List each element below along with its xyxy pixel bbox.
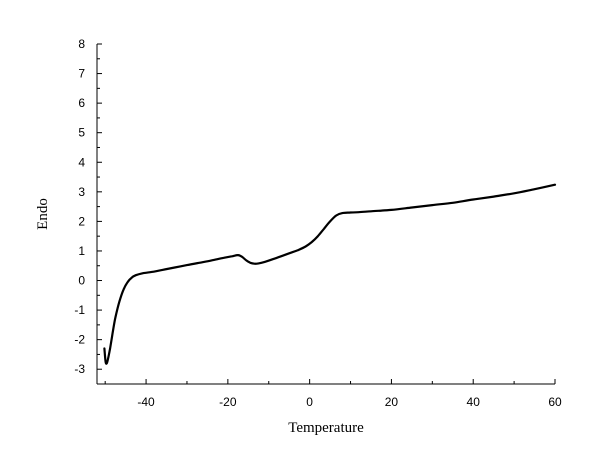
- y-tick-label: 6: [78, 96, 85, 110]
- y-tick-label: 8: [78, 37, 85, 51]
- y-tick-label: -2: [74, 333, 85, 347]
- x-tick-label: -20: [219, 395, 237, 409]
- series-line: [103, 183, 557, 365]
- x-tick-label: -40: [137, 395, 155, 409]
- series-layer: [103, 183, 557, 365]
- y-axis-title: Endo: [35, 198, 51, 230]
- y-tick-label: 0: [78, 274, 85, 288]
- y-tick-label: 7: [78, 67, 85, 81]
- y-tick-label: 1: [78, 244, 85, 258]
- y-tick-label: 5: [78, 126, 85, 140]
- y-tick-label: -1: [74, 303, 85, 317]
- x-axis: -40 -20 0 20 40 60: [97, 379, 562, 409]
- x-tick-label: 40: [467, 395, 481, 409]
- x-tick-label: 20: [385, 395, 399, 409]
- x-axis-title: Temperature: [288, 420, 364, 436]
- y-tick-label: 2: [78, 214, 85, 228]
- y-axis: -3 -2 -1 0 1 2 3 4 5 6 7 8: [74, 37, 102, 385]
- y-tick-label: 3: [78, 185, 85, 199]
- x-tick-label: 60: [548, 395, 562, 409]
- x-tick-label: 0: [306, 395, 313, 409]
- y-tick-label: -3: [74, 362, 85, 376]
- y-tick-label: 4: [78, 155, 85, 169]
